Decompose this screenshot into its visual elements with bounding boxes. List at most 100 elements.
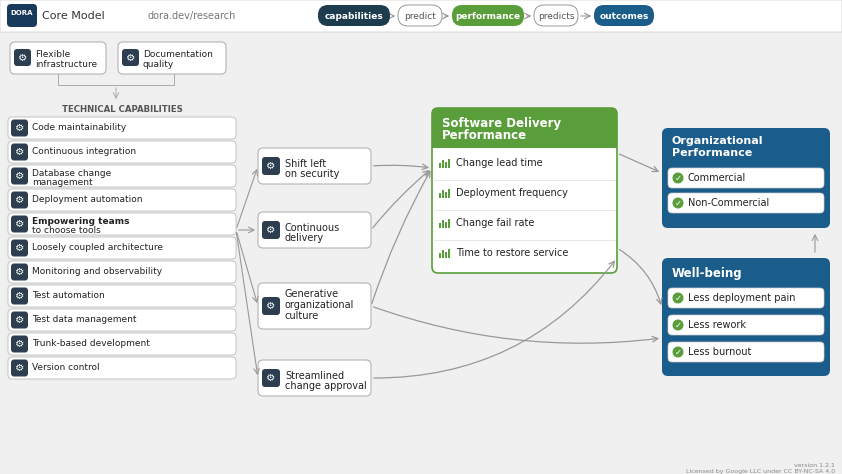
Text: outcomes: outcomes [600,11,648,20]
Circle shape [673,346,684,357]
FancyBboxPatch shape [8,333,236,355]
FancyBboxPatch shape [262,157,280,175]
FancyBboxPatch shape [8,237,236,259]
FancyBboxPatch shape [11,216,28,233]
FancyBboxPatch shape [11,264,28,281]
Text: ⚙: ⚙ [266,225,275,235]
Text: Test data management: Test data management [32,316,136,325]
FancyBboxPatch shape [8,261,236,283]
FancyBboxPatch shape [262,297,280,315]
Text: culture: culture [285,311,319,321]
Bar [439,193,441,198]
Text: ⚙: ⚙ [15,195,24,205]
Text: predict: predict [404,11,436,20]
FancyBboxPatch shape [0,0,842,32]
FancyBboxPatch shape [11,336,28,353]
Text: ✓: ✓ [674,347,681,356]
Text: version 1.2.1: version 1.2.1 [794,463,835,468]
FancyBboxPatch shape [668,193,824,213]
FancyBboxPatch shape [118,42,226,74]
Text: Streamlined: Streamlined [285,371,344,381]
Text: on security: on security [285,169,339,179]
FancyBboxPatch shape [668,168,824,188]
Text: ✓: ✓ [674,293,681,302]
Bar [448,189,450,198]
Text: capabilities: capabilities [325,11,383,20]
FancyBboxPatch shape [594,5,654,26]
Bar [442,160,445,168]
Bar [442,250,445,258]
FancyBboxPatch shape [662,258,830,376]
Text: ⚙: ⚙ [15,243,24,253]
FancyBboxPatch shape [11,119,28,137]
FancyBboxPatch shape [8,117,236,139]
FancyBboxPatch shape [8,189,236,211]
Text: Well-being: Well-being [672,267,743,280]
Text: Trunk-based development: Trunk-based development [32,339,150,348]
Text: Documentation: Documentation [143,50,213,59]
Text: Monitoring and observability: Monitoring and observability [32,267,163,276]
FancyBboxPatch shape [8,285,236,307]
Bar [432,140,617,148]
Bar [442,190,445,198]
Text: to choose tools: to choose tools [32,226,101,235]
Text: ✓: ✓ [674,320,681,329]
Text: Version control: Version control [32,364,99,373]
Text: change approval: change approval [285,381,367,391]
Text: organizational: organizational [285,300,354,310]
FancyBboxPatch shape [258,148,371,184]
FancyBboxPatch shape [452,5,524,26]
Text: Deployment automation: Deployment automation [32,195,142,204]
Text: ✓: ✓ [674,173,681,182]
Text: DORA: DORA [11,10,33,16]
Bar [439,163,441,168]
Text: Change fail rate: Change fail rate [456,218,535,228]
Text: Test automation: Test automation [32,292,104,301]
Circle shape [673,173,684,183]
Text: ⚙: ⚙ [15,291,24,301]
Text: ⚙: ⚙ [15,339,24,349]
Text: Less burnout: Less burnout [688,347,751,357]
FancyBboxPatch shape [14,49,31,66]
Text: ⚙: ⚙ [15,123,24,133]
FancyBboxPatch shape [398,5,442,26]
Bar [448,159,450,168]
FancyBboxPatch shape [258,283,371,329]
FancyBboxPatch shape [432,108,617,273]
Text: ✓: ✓ [674,199,681,208]
Text: Code maintainability: Code maintainability [32,124,126,133]
Text: Generative: Generative [285,289,339,299]
FancyBboxPatch shape [668,288,824,308]
Text: dora.dev/research: dora.dev/research [148,11,237,21]
Circle shape [673,292,684,303]
Text: Database change: Database change [32,169,111,178]
Text: performance: performance [456,11,520,20]
FancyBboxPatch shape [11,311,28,328]
Text: ⚙: ⚙ [266,373,275,383]
Bar [439,223,441,228]
Text: Non-Commercial: Non-Commercial [688,198,770,208]
Bar [445,162,447,168]
Text: infrastructure: infrastructure [35,60,97,69]
Text: ⚙: ⚙ [15,147,24,157]
Text: Less deployment pain: Less deployment pain [688,293,796,303]
FancyBboxPatch shape [8,141,236,163]
Text: Commercial: Commercial [688,173,746,183]
FancyBboxPatch shape [534,5,578,26]
FancyBboxPatch shape [11,191,28,209]
Bar [445,222,447,228]
FancyBboxPatch shape [11,288,28,304]
Text: Continuous integration: Continuous integration [32,147,136,156]
Text: Loosely coupled architecture: Loosely coupled architecture [32,244,163,253]
FancyBboxPatch shape [432,108,617,148]
Text: Software Delivery: Software Delivery [442,117,561,130]
FancyBboxPatch shape [11,239,28,256]
Text: Licensed by Google LLC under CC BY-NC-SA 4.0: Licensed by Google LLC under CC BY-NC-SA… [686,469,835,474]
FancyBboxPatch shape [8,357,236,379]
Text: Change lead time: Change lead time [456,158,542,168]
Text: Performance: Performance [672,148,752,158]
Text: management: management [32,178,93,187]
FancyBboxPatch shape [668,342,824,362]
Text: Organizational: Organizational [672,136,764,146]
Text: Empowering teams: Empowering teams [32,217,130,226]
